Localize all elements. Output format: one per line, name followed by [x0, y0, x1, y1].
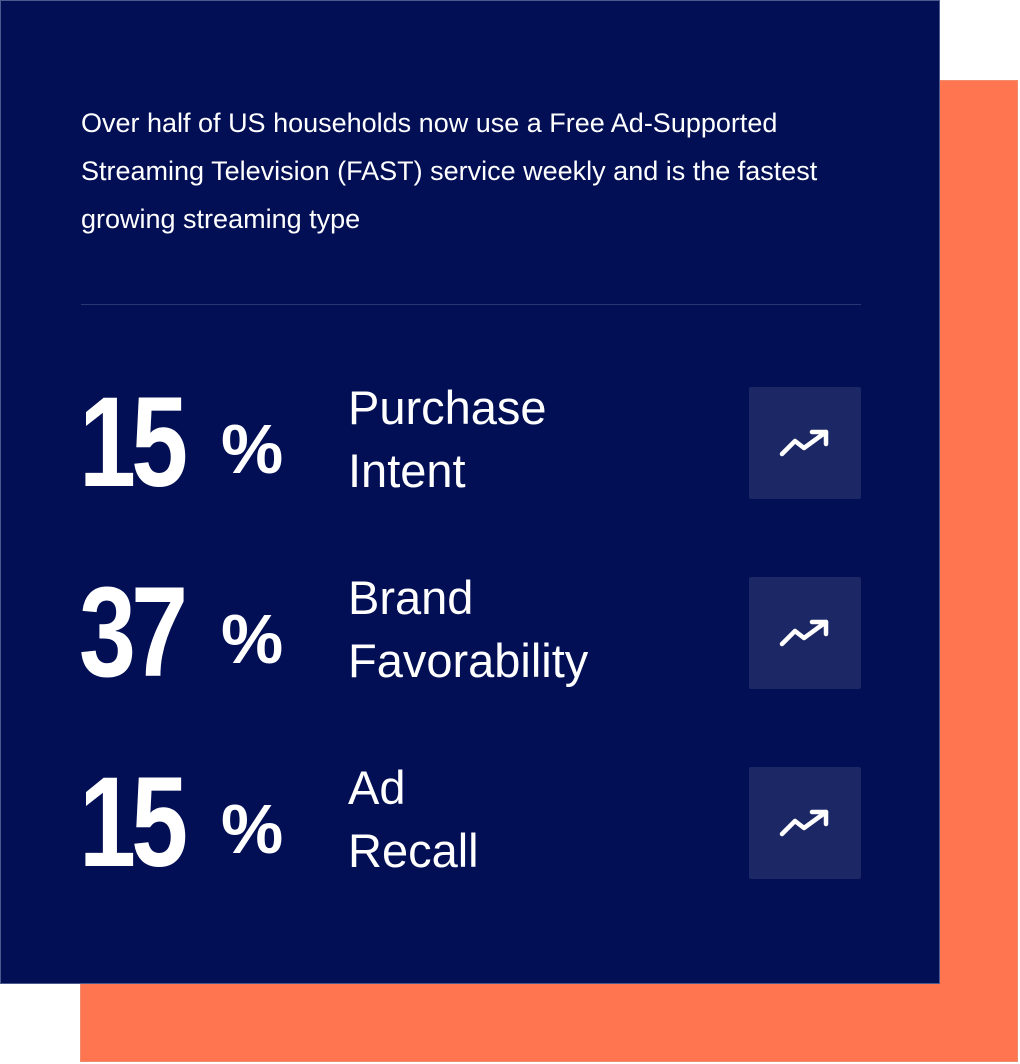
intro-text: Over half of US households now use a Fre…: [81, 108, 818, 234]
stat-unit: %: [221, 790, 284, 868]
stat-label-line2: Favorability: [348, 634, 589, 687]
stat-label: Ad Recall: [348, 756, 728, 882]
stat-unit: %: [221, 600, 284, 678]
trending-up-icon: [779, 619, 829, 647]
stat-label-line2: Recall: [348, 824, 479, 877]
stat-number: 37: [79, 561, 188, 704]
divider: [81, 304, 861, 305]
stat-number: 15: [79, 371, 188, 514]
stat-label-line2: Intent: [348, 444, 466, 497]
stat-label-line1: Purchase: [348, 381, 547, 434]
trending-up-icon: [779, 429, 829, 457]
stat-row-brand-favorability: 37 % Brand Favorability: [79, 563, 861, 703]
trend-button[interactable]: [749, 577, 861, 689]
stat-row-ad-recall: 15 % Ad Recall: [79, 753, 861, 893]
stat-label-line1: Ad: [348, 761, 406, 814]
stat-label-line1: Brand: [348, 571, 474, 624]
stat-number: 15: [79, 751, 188, 894]
stat-label: Purchase Intent: [348, 376, 728, 502]
trending-up-icon: [779, 809, 829, 837]
trend-button[interactable]: [749, 387, 861, 499]
trend-button[interactable]: [749, 767, 861, 879]
stats-card: Over half of US households now use a Fre…: [0, 0, 940, 984]
stat-row-purchase-intent: 15 % Purchase Intent: [79, 373, 861, 513]
stat-unit: %: [221, 410, 284, 488]
stat-label: Brand Favorability: [348, 566, 728, 692]
